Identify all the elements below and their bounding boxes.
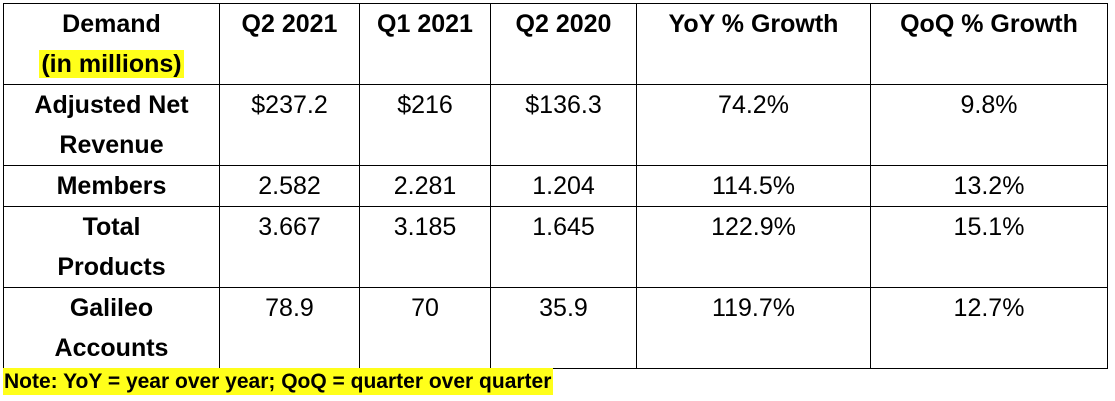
- header-demand: Demand (in millions): [3, 3, 220, 85]
- cell-q2-2021: 78.9: [219, 287, 360, 369]
- cell-qoq-growth: 12.7%: [870, 287, 1108, 369]
- cell-q2-2021: 3.667: [219, 206, 360, 288]
- cell-q2-2020: 1.645: [490, 206, 637, 288]
- row-label-line1: Galileo: [69, 294, 154, 322]
- row-label-line2: Revenue: [59, 131, 164, 159]
- cell-q2-2020: $136.3: [490, 84, 637, 166]
- row-label-line1: Total: [82, 213, 141, 241]
- cell-q1-2021: 70: [359, 287, 491, 369]
- row-label: Galileo Accounts: [3, 287, 220, 369]
- row-label-line1: Adjusted Net: [34, 91, 189, 119]
- table-row: Total Products 3.667 3.185 1.645 122.9% …: [3, 206, 1108, 288]
- cell-yoy-growth: 119.7%: [636, 287, 871, 369]
- cell-q1-2021: 2.281: [359, 165, 491, 207]
- cell-yoy-growth: 74.2%: [636, 84, 871, 166]
- footnote-abbreviations: Note: YoY = year over year; QoQ = quarte…: [3, 368, 554, 395]
- header-yoy-growth: YoY % Growth: [636, 3, 871, 85]
- table-row: Galileo Accounts 78.9 70 35.9 119.7% 12.…: [3, 287, 1108, 369]
- cell-qoq-growth: 13.2%: [870, 165, 1108, 207]
- cell-q1-2021: 3.185: [359, 206, 491, 288]
- cell-q2-2020: 1.204: [490, 165, 637, 207]
- header-q2-2021: Q2 2021: [219, 3, 360, 85]
- cell-yoy-growth: 122.9%: [636, 206, 871, 288]
- cell-qoq-growth: 9.8%: [870, 84, 1108, 166]
- row-label: Adjusted Net Revenue: [3, 84, 220, 166]
- row-label-line2: Accounts: [54, 334, 169, 362]
- row-label-line2: Products: [57, 253, 166, 281]
- demand-table-container: Demand (in millions) Q2 2021 Q1 2021 Q2 …: [3, 3, 1108, 369]
- row-label-line1: Members: [56, 172, 167, 200]
- cell-yoy-growth: 114.5%: [636, 165, 871, 207]
- cell-qoq-growth: 15.1%: [870, 206, 1108, 288]
- cell-q1-2021: $216: [359, 84, 491, 166]
- header-row: Demand (in millions) Q2 2021 Q1 2021 Q2 …: [3, 3, 1108, 85]
- demand-table: Demand (in millions) Q2 2021 Q1 2021 Q2 …: [3, 3, 1108, 369]
- header-q2-2020: Q2 2020: [490, 3, 637, 85]
- header-q1-2021: Q1 2021: [359, 3, 491, 85]
- table-row: Members 2.582 2.281 1.204 114.5% 13.2%: [3, 165, 1108, 207]
- cell-q2-2020: 35.9: [490, 287, 637, 369]
- header-qoq-growth: QoQ % Growth: [870, 3, 1108, 85]
- cell-q2-2021: $237.2: [219, 84, 360, 166]
- table-row: Adjusted Net Revenue $237.2 $216 $136.3 …: [3, 84, 1108, 166]
- cell-q2-2021: 2.582: [219, 165, 360, 207]
- row-label: Total Products: [3, 206, 220, 288]
- header-units-highlight: (in millions): [39, 50, 184, 78]
- header-demand-label: Demand: [62, 10, 161, 38]
- row-label: Members: [3, 165, 220, 207]
